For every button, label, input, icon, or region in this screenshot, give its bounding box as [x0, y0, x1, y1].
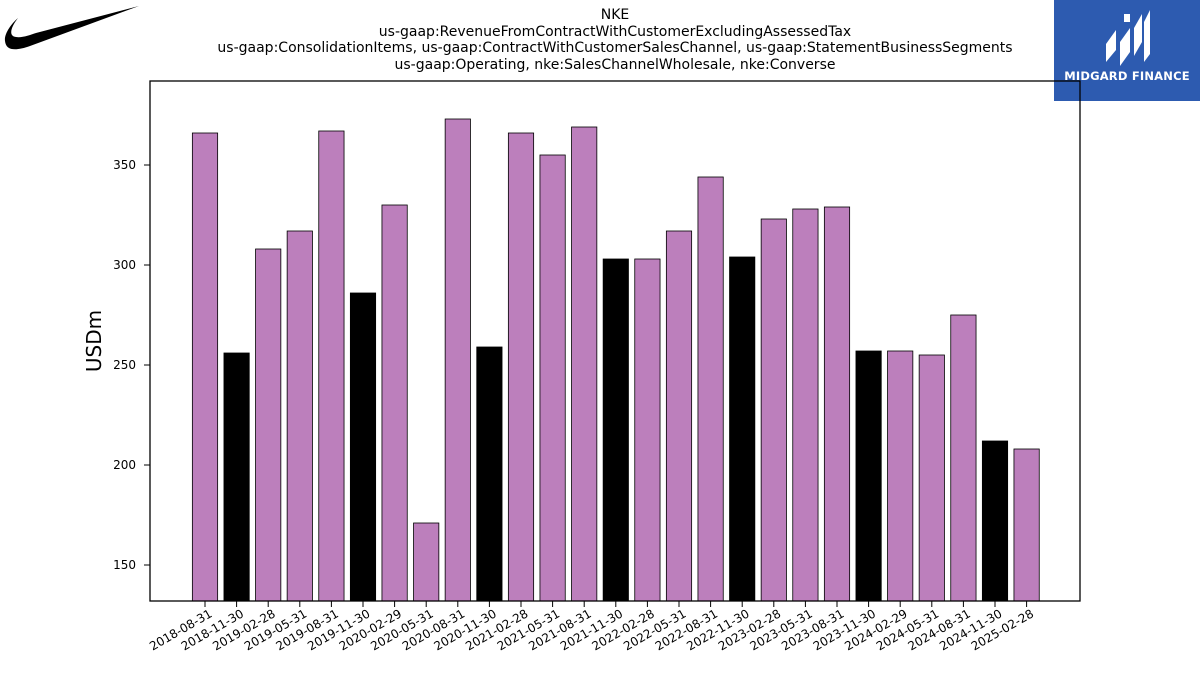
y-tick-label: 350 [113, 158, 136, 172]
bar-2023-02-28 [760, 218, 787, 602]
bar-2021-02-28 [507, 132, 535, 602]
bar-2023-08-31 [823, 206, 851, 602]
title-line-axes: us-gaap:ConsolidationItems, us-gaap:Cont… [217, 40, 1013, 56]
plot-frame [149, 80, 1081, 602]
bar-2025-02-28 [1013, 448, 1040, 602]
bar-2019-05-31 [286, 230, 313, 602]
bar-2020-02-29 [381, 204, 408, 602]
bar-2022-11-30 [729, 256, 756, 602]
bar-2024-02-29 [887, 350, 914, 602]
midgard-finance-badge: MIDGARD FINANCE [1054, 0, 1200, 101]
bar-2022-02-28 [634, 258, 661, 602]
midgard-finance-logo-icon [1106, 10, 1150, 66]
bar-2023-11-30 [855, 350, 882, 602]
bar-2019-02-28 [255, 248, 282, 602]
title-line-ticker: NKE [600, 7, 630, 23]
chart-title: NKE us-gaap:RevenueFromContractWithCusto… [150, 7, 1080, 73]
title-line-members: us-gaap:Operating, nke:SalesChannelWhole… [394, 56, 836, 73]
bar-2022-05-31 [665, 230, 693, 602]
bar-2024-05-31 [918, 354, 945, 602]
title-line-concept: us-gaap:RevenueFromContractWithCustomerE… [378, 23, 852, 40]
bar-2023-05-31 [792, 208, 819, 602]
bar-2021-08-31 [571, 126, 598, 602]
swoosh-logo-icon [4, 6, 139, 50]
bar-2020-08-31 [444, 118, 471, 602]
bar-2021-11-30 [602, 258, 629, 602]
y-tick-label: 250 [113, 358, 136, 372]
bar-2019-11-30 [349, 292, 377, 602]
bar-2018-08-31 [191, 132, 219, 602]
bar-2024-08-31 [950, 314, 977, 602]
badge-label: MIDGARD FINANCE [1064, 69, 1190, 83]
y-axis-label: USDm [82, 310, 106, 372]
bar-2022-08-31 [697, 176, 724, 602]
bar-2018-11-30 [223, 352, 250, 602]
bar-2019-08-31 [318, 130, 345, 602]
y-tick-label: 200 [113, 458, 136, 472]
bars-layer [191, 118, 1040, 602]
bar-2024-11-30 [981, 440, 1009, 602]
bar-2021-05-31 [539, 154, 566, 602]
y-tick-label: 300 [113, 258, 136, 272]
bar-2020-05-31 [413, 522, 440, 602]
bar-2020-11-30 [476, 346, 503, 602]
y-tick-label: 150 [113, 558, 136, 572]
